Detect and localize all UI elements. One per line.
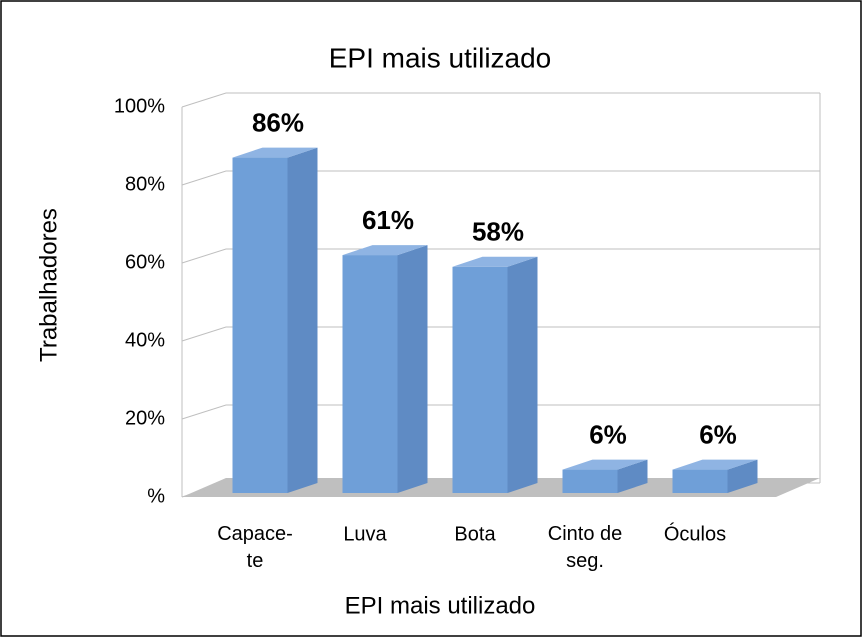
bar: [452, 266, 508, 493]
bar-side: [287, 147, 318, 493]
bar-side: [727, 459, 758, 493]
bar: [342, 255, 398, 493]
data-label: 6%: [699, 419, 737, 449]
bar-side: [617, 459, 648, 493]
bar-top: [562, 459, 648, 470]
data-label: 6%: [589, 419, 627, 449]
bar-top: [342, 245, 428, 256]
y-tick-label: 20%: [125, 407, 165, 429]
data-label: 58%: [472, 217, 524, 247]
x-tick-label: Cinto de seg.: [548, 523, 623, 572]
bar-top: [672, 459, 758, 470]
data-label: 61%: [362, 205, 414, 235]
x-axis-title: EPI mais utilizado: [345, 592, 536, 619]
grid-line: [181, 92, 820, 108]
bar: [232, 157, 288, 493]
bar: [672, 469, 728, 493]
bar-side: [397, 245, 428, 493]
data-label: 86%: [252, 107, 304, 137]
y-tick-label: 100%: [114, 95, 165, 117]
grid-line: [181, 170, 820, 186]
bar-top: [232, 147, 318, 158]
y-axis-title: Trabalhadores: [35, 208, 62, 362]
bar: [562, 469, 618, 493]
grid-line: [181, 404, 820, 420]
x-tick-label: Luva: [343, 523, 387, 545]
bar-top: [452, 256, 538, 267]
grid-line: [181, 326, 820, 342]
y-tick-label: 60%: [125, 251, 165, 273]
y-tick-label: %: [147, 485, 165, 507]
y-tick-label: 80%: [125, 173, 165, 195]
y-tick-label: 40%: [125, 329, 165, 351]
chart-title: EPI mais utilizado: [329, 42, 552, 73]
grid-line: [181, 248, 820, 264]
x-tick-label: Capace-te: [217, 523, 293, 572]
x-tick-label: Óculos: [664, 522, 726, 545]
x-tick-label: Bota: [454, 523, 496, 545]
bar-side: [507, 256, 538, 493]
